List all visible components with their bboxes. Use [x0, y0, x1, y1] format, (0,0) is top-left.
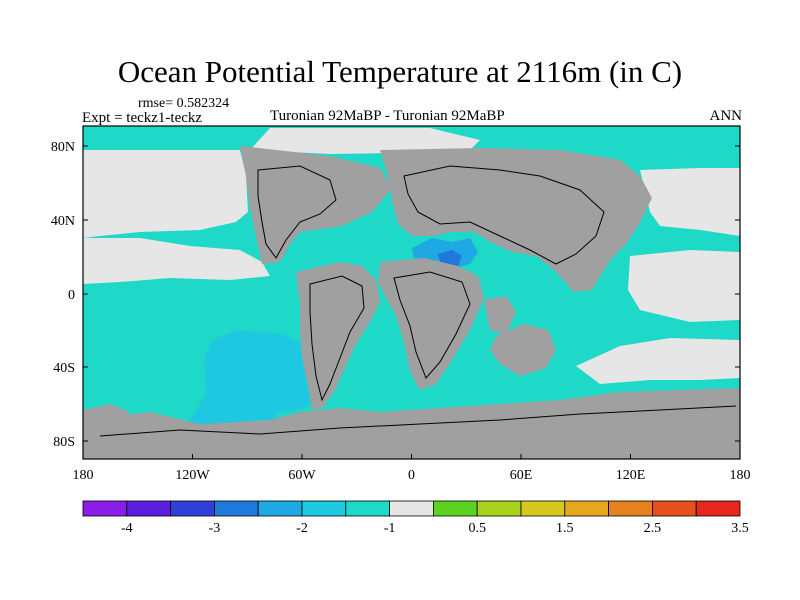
colorbar-cell	[520, 500, 566, 517]
map-field	[83, 126, 740, 459]
colorbar-cell	[432, 500, 478, 517]
colorbar-label: -4	[121, 521, 133, 536]
colorbar-labels: -4 -3 -2 -1 0.5 1.5 2.5 3.5	[121, 521, 749, 536]
colorbar-cell	[695, 500, 741, 517]
rmse-label: rmse= 0.582324	[138, 96, 230, 111]
colorbar-label: 1.5	[556, 521, 574, 536]
colorbar-cell	[213, 500, 259, 517]
colorbar-cell	[126, 500, 172, 517]
landmass-eurasia	[380, 148, 652, 292]
coastlines	[99, 165, 737, 437]
landmass-australia	[490, 324, 556, 376]
season-label: ANN	[709, 108, 743, 124]
colorbar-label: -3	[209, 521, 221, 536]
lon-tick-60w: 60W	[288, 468, 316, 483]
coastline-antarctica	[99, 405, 737, 437]
colorbar-cell	[476, 500, 522, 517]
neutral-region-pacific-east	[628, 250, 740, 322]
lon-tick-120e: 120E	[616, 468, 646, 483]
colorbar-label: -2	[296, 521, 308, 536]
neutral-region-east-pacific	[83, 238, 270, 284]
colorbar-cell	[564, 500, 609, 517]
lon-tick-0: 0	[408, 468, 415, 483]
landmass-antarctica	[83, 388, 740, 459]
colorbar-label: 2.5	[644, 521, 662, 536]
colorbar-label: 3.5	[731, 521, 749, 536]
colorbar-cell	[652, 500, 697, 517]
colorbar	[82, 500, 741, 517]
lat-tick-0: 0	[68, 288, 75, 303]
lon-tick-180e: 180	[730, 468, 751, 483]
cool-anomaly-south	[170, 330, 322, 430]
coastline-eurasia	[403, 165, 605, 265]
colorbar-cell	[257, 500, 303, 517]
colorbar-cell	[345, 500, 390, 517]
colorbar-label: -1	[384, 521, 396, 536]
landmass-africa	[378, 258, 484, 390]
neutral-region-far-pacific	[640, 168, 740, 236]
lat-axis	[83, 145, 740, 442]
lat-tick-80s: 80S	[53, 435, 75, 450]
lat-tick-40s: 40S	[53, 361, 75, 376]
colorbar-cell	[608, 500, 653, 517]
coastline-south-america	[309, 275, 365, 402]
neutral-region-arctic	[250, 128, 480, 154]
lon-tick-180w: 180	[73, 468, 94, 483]
lon-tick-120w: 120W	[175, 468, 210, 483]
experiment-id-label: Expt = teckz1-teckz	[82, 110, 203, 126]
colorbar-label: 0.5	[468, 521, 486, 536]
neutral-region-southeast	[576, 338, 740, 384]
colorbar-cell	[170, 500, 215, 517]
colorbar-cell	[301, 500, 347, 517]
coastline-north-america	[257, 165, 337, 259]
experiment-name-label: Turonian 92MaBP - Turonian 92MaBP	[270, 108, 505, 124]
colorbar-cell	[82, 500, 128, 517]
landmass-india	[484, 296, 516, 334]
lon-tick-60e: 60E	[510, 468, 533, 483]
chart-title: Ocean Potential Temperature at 2116m (in…	[117, 54, 683, 89]
colorbar-cell	[389, 500, 434, 517]
coastline-africa	[393, 271, 471, 379]
lat-tick-80n: 80N	[51, 140, 75, 155]
landmass-island-west	[83, 404, 130, 424]
lat-tick-40n: 40N	[51, 214, 75, 229]
lon-axis	[82, 454, 741, 459]
landmass-north-america	[240, 146, 392, 264]
neutral-region-north-pacific	[83, 150, 248, 238]
landmass-south-america	[296, 262, 380, 410]
